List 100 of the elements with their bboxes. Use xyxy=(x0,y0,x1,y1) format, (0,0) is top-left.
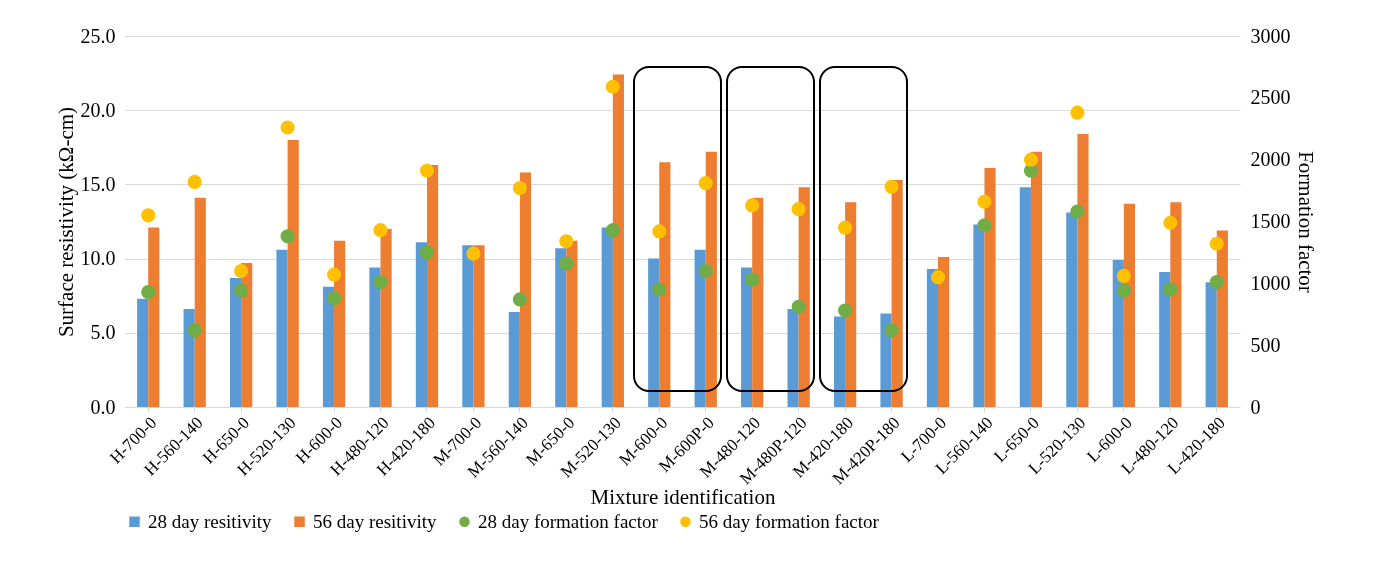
point xyxy=(419,163,435,178)
y-tick-label: 10.0 xyxy=(80,247,116,270)
bar xyxy=(1159,271,1171,407)
point xyxy=(466,246,481,261)
point xyxy=(141,284,156,300)
point xyxy=(141,208,156,223)
bar xyxy=(984,168,996,407)
bar xyxy=(926,268,939,407)
bar xyxy=(798,187,810,407)
bar xyxy=(891,179,903,407)
bar xyxy=(194,197,206,407)
bar xyxy=(508,312,520,407)
point xyxy=(512,181,527,196)
point xyxy=(791,299,806,314)
point xyxy=(838,220,853,235)
point xyxy=(745,198,760,213)
point xyxy=(791,202,806,217)
point xyxy=(280,120,295,135)
bar xyxy=(741,267,753,407)
point xyxy=(930,270,946,285)
bar xyxy=(230,277,242,407)
point xyxy=(884,179,899,194)
bar xyxy=(694,249,706,407)
bar xyxy=(648,258,660,407)
legend-label: 28 day formation factor xyxy=(478,510,659,532)
point xyxy=(605,79,620,94)
point xyxy=(187,174,202,189)
bar xyxy=(334,240,346,407)
bar xyxy=(833,316,846,407)
point xyxy=(1023,152,1039,167)
bar xyxy=(752,197,764,407)
bar xyxy=(601,227,613,407)
bar xyxy=(705,151,717,407)
bar xyxy=(787,309,799,407)
bar xyxy=(1066,212,1078,407)
y-axis-title: Surface resistivity (kΩ-cm) xyxy=(53,106,78,338)
legend-label: 56 day formation factor xyxy=(699,510,880,532)
point xyxy=(884,323,899,338)
bar xyxy=(287,139,299,407)
bar xyxy=(276,249,288,407)
point xyxy=(1163,282,1178,297)
point xyxy=(1209,236,1224,251)
bar xyxy=(426,165,439,407)
point xyxy=(1116,283,1131,298)
x-axis-title: Mixture identification xyxy=(590,485,776,510)
bar xyxy=(1205,282,1217,407)
y-tick-label: 0.0 xyxy=(90,395,116,418)
point xyxy=(373,275,388,290)
point xyxy=(512,292,527,307)
bar xyxy=(845,202,857,407)
bar xyxy=(415,242,427,407)
point xyxy=(1070,105,1085,120)
point xyxy=(652,282,667,297)
point xyxy=(559,256,574,271)
bar xyxy=(612,74,624,407)
y2-axis-title: Formation factor xyxy=(1293,151,1318,293)
point xyxy=(1070,204,1085,219)
point xyxy=(698,176,713,191)
y2-tick-label: 0 xyxy=(1250,395,1261,418)
bar xyxy=(1170,202,1182,407)
point xyxy=(977,218,992,233)
y2-tick-label: 2500 xyxy=(1250,86,1291,109)
bar xyxy=(148,227,160,407)
bar xyxy=(1077,133,1089,407)
bar xyxy=(1030,151,1043,407)
point xyxy=(1163,215,1178,230)
point xyxy=(419,245,435,260)
point xyxy=(187,323,202,338)
bar xyxy=(659,162,671,407)
bar xyxy=(369,267,381,407)
point xyxy=(234,263,249,279)
bar xyxy=(380,228,392,407)
y2-tick-label: 1500 xyxy=(1250,210,1291,232)
bar xyxy=(183,309,195,407)
bar xyxy=(1216,230,1228,407)
bar xyxy=(519,172,532,407)
bar xyxy=(462,245,474,407)
point xyxy=(234,283,249,298)
bar xyxy=(322,286,335,407)
bar xyxy=(566,240,578,407)
point xyxy=(698,263,713,279)
bar xyxy=(1123,203,1135,407)
y-tick-label: 25.0 xyxy=(80,24,116,47)
point xyxy=(326,267,342,282)
bar xyxy=(938,257,950,407)
point xyxy=(1209,275,1224,290)
bar xyxy=(555,248,567,407)
y2-tick-label: 3000 xyxy=(1250,24,1291,47)
point xyxy=(1116,268,1131,283)
y2-tick-label: 500 xyxy=(1250,333,1281,356)
point xyxy=(745,272,760,287)
legend-label: 28 day resitivity xyxy=(148,510,272,532)
point xyxy=(838,303,853,318)
bar xyxy=(473,245,485,407)
bar xyxy=(1019,187,1031,407)
point xyxy=(559,234,574,249)
point xyxy=(605,223,620,238)
point xyxy=(373,223,388,238)
y-tick-label: 20.0 xyxy=(80,98,116,121)
bar xyxy=(973,224,985,407)
